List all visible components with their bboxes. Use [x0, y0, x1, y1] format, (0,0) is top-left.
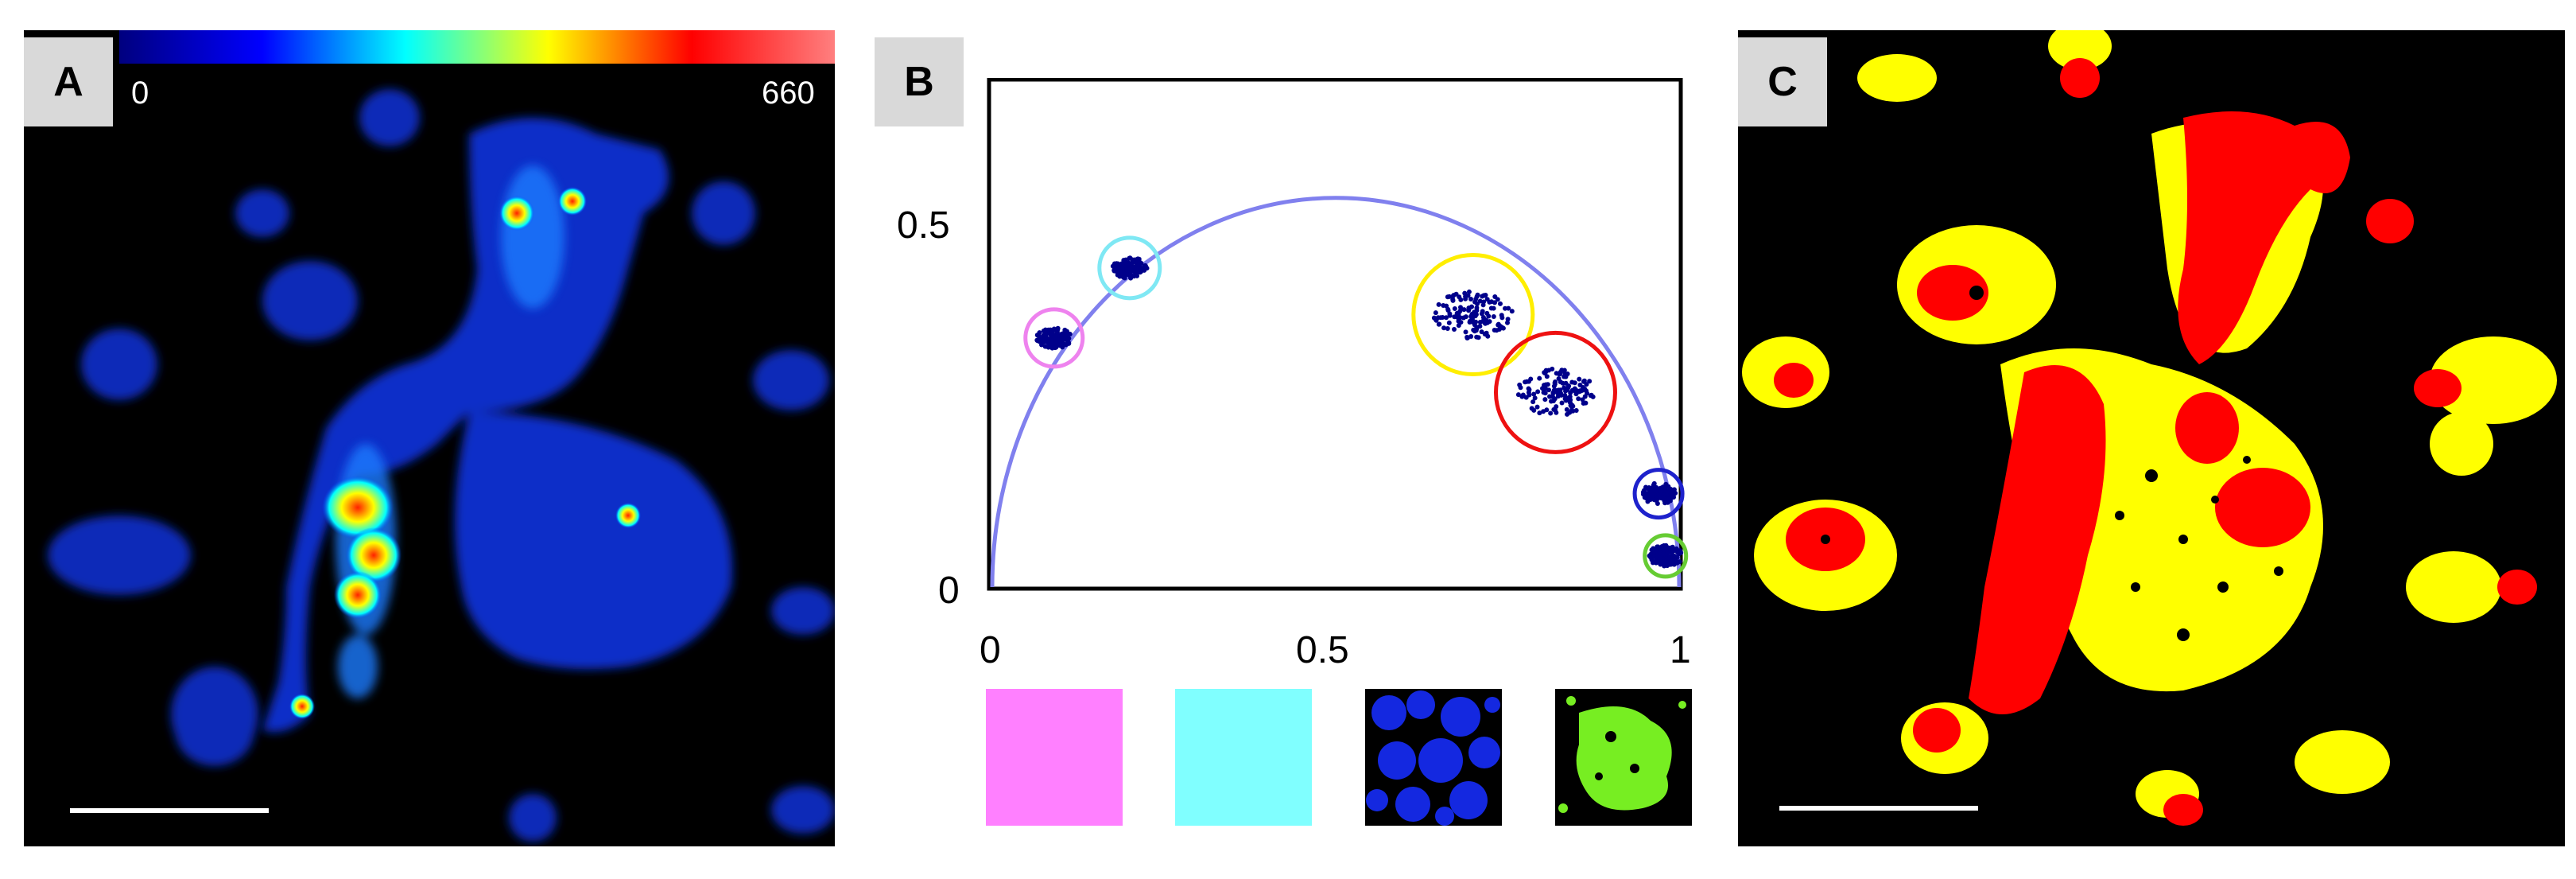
cluster-circle-yellow — [1411, 253, 1535, 377]
cluster-circle-red — [1493, 330, 1617, 454]
cluster-points-cyan — [1110, 255, 1150, 281]
cluster-points-magenta — [1034, 325, 1073, 351]
cluster-points-yellow — [1431, 289, 1515, 341]
panel-label-a: A — [24, 37, 113, 126]
panel-c — [1738, 30, 2565, 846]
cluster-circle-magenta — [1023, 307, 1085, 369]
colorbar — [119, 30, 835, 64]
scale-bar — [70, 808, 269, 813]
universal-semicircle — [990, 196, 1682, 588]
x-tick-label-0: 0 — [980, 629, 1001, 671]
x-tick-label-0.5: 0.5 — [1296, 629, 1349, 671]
swatch-green-map — [1555, 689, 1692, 826]
plot-frame — [987, 77, 1683, 591]
colorbar-min-label: 0 — [131, 76, 149, 111]
cluster-circle-blue — [1632, 468, 1685, 520]
cluster-circle-green — [1643, 533, 1689, 579]
y-tick-label-0: 0 — [938, 570, 960, 612]
cluster-points-green — [1647, 543, 1684, 569]
colorbar-max-label: 660 — [762, 76, 815, 111]
cluster-points-red — [1515, 366, 1596, 417]
scale-bar — [1779, 806, 1978, 811]
cluster-points-blue — [1640, 480, 1678, 507]
segmentation-map — [1742, 30, 2557, 826]
panel-a — [24, 30, 835, 846]
cluster-circle-cyan — [1097, 235, 1162, 301]
x-tick-label-1: 1 — [1670, 629, 1691, 671]
swatch-cyan — [1175, 689, 1312, 826]
phasor-plot — [978, 77, 1693, 635]
intensity-image — [48, 89, 835, 842]
panel-label-c: C — [1738, 37, 1827, 126]
swatch-magenta — [986, 689, 1123, 826]
y-tick-label-0.5: 0.5 — [897, 204, 950, 247]
panel-label-b: B — [875, 37, 964, 126]
swatch-blue-map — [1365, 689, 1502, 826]
